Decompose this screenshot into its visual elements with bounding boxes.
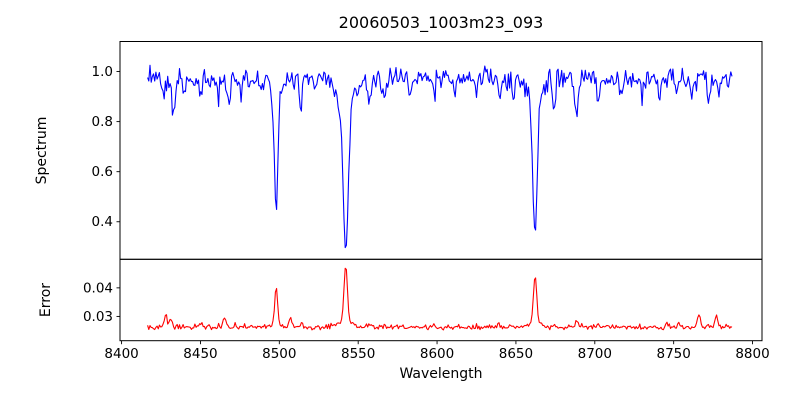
x-tick-label: 8800: [735, 346, 769, 362]
x-tick-label: 8450: [183, 346, 217, 362]
x-tick-label: 8500: [262, 346, 296, 362]
y-tick-label: 0.04: [83, 280, 113, 296]
x-tick-label: 8550: [341, 346, 375, 362]
error-panel-frame: [119, 258, 763, 342]
y-tick-label: 1.0: [92, 64, 113, 80]
y-axis-label-error: Error: [38, 283, 54, 317]
top-panel: 0.4 0.6 0.8 1.0: [92, 41, 763, 260]
spectrum-panel-line: [147, 64, 733, 249]
bottom-panel: 0.03 0.04 8400 8450 8500 8550 8600 8650 8700 8750…: [83, 258, 770, 362]
x-axis-label: Wavelength: [399, 366, 482, 382]
y-tick-label: 0.4: [92, 214, 113, 230]
error-panel-line: [147, 267, 733, 331]
chart-title: 20060503_1003m23_093: [339, 13, 544, 33]
y-tick-label: 0.6: [92, 164, 113, 180]
x-tick-label: 8650: [499, 346, 533, 362]
x-tick-label: 8750: [656, 346, 690, 362]
x-tick-label: 8600: [420, 346, 454, 362]
x-tick-label: 8400: [104, 346, 138, 362]
y-axis-label-spectrum: Spectrum: [34, 117, 50, 185]
spectrum-panel-frame: [119, 41, 763, 260]
y-tick-label: 0.03: [83, 309, 113, 325]
x-tick-label: 8700: [578, 346, 612, 362]
y-tick-label: 0.8: [92, 114, 113, 130]
